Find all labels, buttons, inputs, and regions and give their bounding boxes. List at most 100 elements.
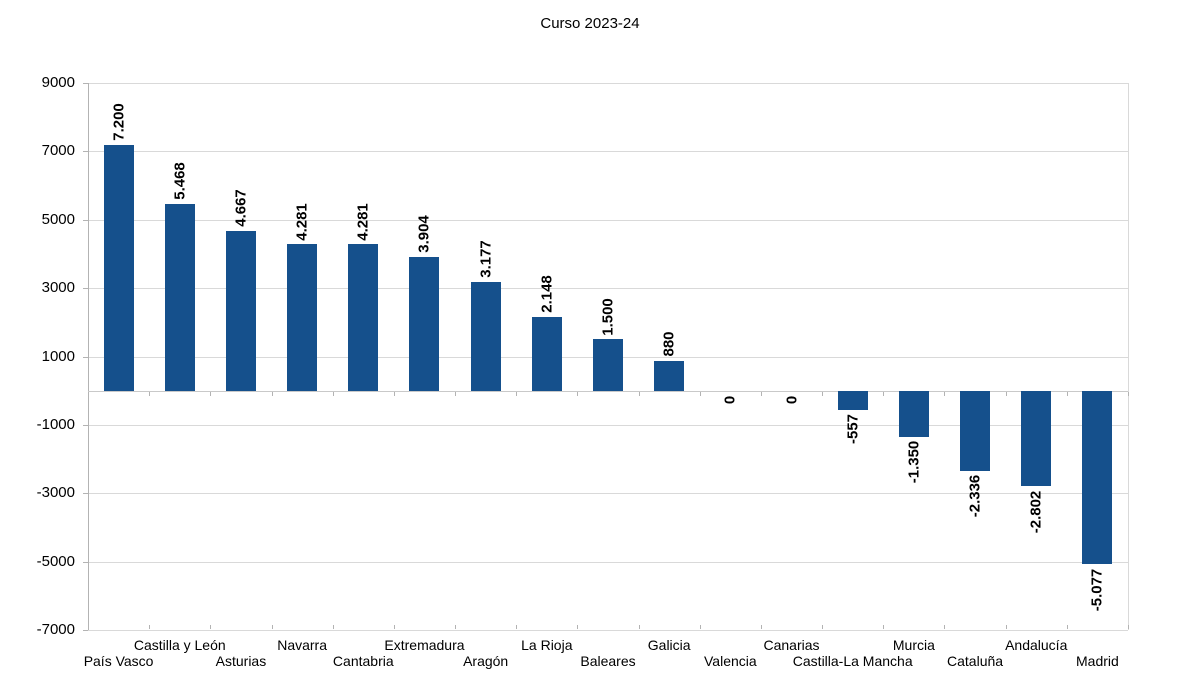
y-tick-label: -1000 — [36, 415, 75, 433]
x-axis-tick — [516, 391, 518, 396]
x-axis-tick — [944, 391, 946, 396]
bar-value-label: 4.667 — [232, 189, 250, 228]
bar-value-label: -1.350 — [905, 440, 923, 484]
plot-area: 9000 7000 5000 3000 1000 -1000 -3000 -5000 -7000… — [37, 74, 1129, 669]
x-axis-bottom-tick — [1005, 625, 1007, 629]
x-axis-tick — [455, 391, 457, 396]
bar-value-label: 2.148 — [538, 275, 556, 314]
x-category-label: Cataluña — [947, 653, 1004, 669]
bar-value-label: 4.281 — [354, 202, 372, 241]
x-axis-tick — [271, 391, 273, 396]
x-axis-bottom-tick — [149, 625, 151, 629]
x-axis-tick — [638, 391, 640, 396]
x-axis-bottom-tick — [88, 625, 89, 629]
x-axis-bottom-tick — [1066, 625, 1068, 629]
x-axis-bottom-tick — [271, 625, 273, 629]
x-category-label: Castilla y León — [133, 637, 226, 653]
plot-right-border — [1128, 83, 1129, 630]
y-tick-label: 3000 — [41, 279, 75, 297]
x-axis-tick — [760, 391, 762, 396]
y-axis-tick — [83, 288, 88, 290]
bar-value-label: 3.904 — [415, 215, 433, 254]
x-axis-bottom-tick — [516, 625, 518, 629]
y-tick-label: 9000 — [41, 74, 75, 91]
bar — [593, 339, 623, 391]
y-gridline — [88, 630, 1128, 631]
x-category-label: Castilla-La Mancha — [792, 653, 913, 669]
x-axis-tick — [1066, 391, 1068, 396]
x-category-label: Cantabria — [332, 653, 394, 669]
bar — [960, 390, 991, 471]
x-axis-tick — [88, 391, 89, 396]
bar-value-label: 1.500 — [599, 297, 617, 336]
x-axis-bottom-tick — [210, 625, 212, 629]
x-category-label: País Vasco — [83, 653, 154, 669]
bar — [1082, 390, 1113, 565]
y-gridline — [88, 493, 1128, 495]
x-category-label: Navarra — [277, 637, 328, 653]
x-category-label: Andalucía — [1005, 637, 1068, 653]
x-axis-tick — [1128, 391, 1129, 396]
chart-title: Curso 2023-24 — [540, 15, 640, 32]
bar — [287, 244, 318, 391]
bar-value-label: 4.281 — [293, 202, 311, 241]
y-gridline — [88, 83, 1128, 84]
y-axis-tick — [83, 83, 88, 84]
y-axis-line — [88, 83, 89, 630]
x-axis-bottom-tick — [760, 625, 762, 629]
x-axis-tick — [149, 391, 151, 396]
y-axis-tick — [83, 561, 88, 563]
y-gridline — [88, 288, 1128, 290]
bar — [898, 390, 929, 437]
y-tick-label: 1000 — [41, 347, 75, 365]
bar-value-label: -557 — [844, 413, 862, 444]
x-axis-bottom-tick — [822, 625, 824, 629]
x-axis-bottom-tick — [944, 625, 946, 629]
x-category-label: Galicia — [647, 637, 691, 653]
bar-value-label: -2.336 — [966, 474, 984, 518]
bar — [470, 282, 501, 391]
x-category-label: Valencia — [704, 653, 757, 669]
x-axis-bottom-tick — [1128, 625, 1129, 629]
x-category-label: Madrid — [1076, 653, 1119, 669]
bar-value-label: 0 — [721, 395, 739, 405]
y-tick-label: 7000 — [41, 142, 75, 160]
bar-value-label: 880 — [660, 331, 678, 357]
bar-value-label: -5.077 — [1088, 568, 1106, 611]
x-category-label: Extremadura — [384, 637, 465, 653]
x-axis-tick — [883, 391, 885, 396]
x-axis-tick — [699, 391, 701, 396]
x-category-label: Canarias — [763, 637, 820, 653]
y-axis-tick — [83, 219, 88, 221]
bar — [409, 257, 440, 391]
x-axis-bottom-tick — [455, 625, 457, 629]
bar-value-label: 3.177 — [477, 240, 495, 279]
x-axis-bottom-tick — [393, 625, 395, 629]
x-axis-bottom-tick — [577, 625, 579, 629]
bar — [531, 317, 562, 391]
bar-value-label: 5.468 — [171, 162, 189, 200]
bar — [654, 360, 685, 391]
bar-value-label: -2.802 — [1027, 490, 1045, 534]
y-axis-tick — [83, 630, 88, 631]
x-axis-bottom-tick — [883, 625, 885, 629]
y-gridline — [88, 561, 1128, 563]
bar-value-label: 0 — [783, 395, 801, 405]
bar — [348, 244, 379, 391]
y-tick-label: -7000 — [36, 621, 75, 638]
x-category-label: Baleares — [580, 653, 636, 669]
x-axis-tick — [1005, 391, 1007, 396]
x-category-label: Aragón — [463, 653, 509, 669]
y-gridline — [88, 151, 1128, 153]
bar — [837, 390, 868, 410]
x-axis-tick — [577, 391, 579, 396]
x-axis-tick — [332, 391, 334, 396]
x-axis-tick — [393, 391, 395, 396]
y-axis-tick — [83, 424, 88, 426]
x-category-label: Asturias — [215, 653, 267, 669]
x-category-label: Murcia — [892, 637, 935, 653]
y-gridline — [88, 219, 1128, 221]
y-axis-tick — [83, 356, 88, 358]
x-axis-tick — [210, 391, 212, 396]
